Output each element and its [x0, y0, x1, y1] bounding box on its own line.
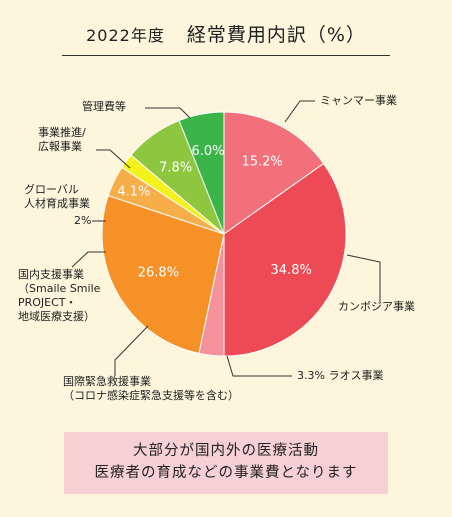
leader-laos [226, 355, 292, 377]
label-domestic-line3: PROJECT・ [18, 296, 77, 309]
title-year: 2022年度 [86, 26, 165, 45]
label-emergency-line2: （コロナ感染症緊急支援等を含む） [63, 389, 239, 402]
label-emergency-line1: 国際緊急救援事業 [63, 375, 151, 388]
leader-domestic [71, 251, 106, 268]
note-line2: 医療者の育成などの事業費となります [94, 465, 358, 481]
leader-admin [145, 107, 191, 119]
label-domestic-line1: 国内支援事業 [18, 268, 84, 281]
leader-myanmar [284, 100, 315, 123]
summary-note: 大部分が国内外の医療活動 医療者の育成などの事業費となります [64, 432, 388, 494]
label-global-pct: 2% [74, 214, 92, 227]
title-main: 経常費用内訳（%） [186, 24, 366, 46]
slice-value-label: 4.1% [117, 185, 150, 200]
label-domestic: 国内支援事業 （Smaile Smile PROJECT・ 地域医療支援） [18, 268, 100, 324]
label-admin: 管理費等 [82, 100, 126, 113]
pie-slice [178, 111, 225, 235]
leader-cambodia [346, 254, 381, 302]
pie-slice [101, 194, 225, 354]
label-domestic-line2: （Smaile Smile [18, 282, 101, 295]
label-myanmar: ミャンマー事業 [320, 94, 397, 107]
pie-slice [223, 162, 347, 357]
chart-title: 2022年度 経常費用内訳（%） [0, 20, 452, 47]
label-emergency: 国際緊急救援事業 （コロナ感染症緊急支援等を含む） [63, 375, 239, 403]
slice-value-label: 26.8% [138, 266, 179, 281]
label-promo-line2: 広報事業 [38, 140, 82, 153]
slice-value-label: 15.2% [241, 154, 282, 169]
slice-value-label: 34.8% [271, 263, 312, 278]
leader-emergency [114, 325, 149, 376]
pie-slices [101, 111, 347, 357]
label-global: グローバル 人材育成事業 [24, 183, 90, 211]
label-domestic-line4: 地域医療支援） [18, 310, 95, 323]
title-underline [62, 55, 390, 56]
label-promo: 事業推進/ 広報事業 [38, 126, 86, 154]
leader-lines [71, 100, 381, 377]
slice-value-label: 7.8% [159, 161, 192, 176]
label-global-line2: 人材育成事業 [24, 197, 90, 210]
note-line1: 大部分が国内外の医療活動 [133, 443, 319, 459]
label-promo-line1: 事業推進/ [38, 126, 86, 139]
label-laos: 3.3% ラオス事業 [297, 369, 384, 382]
slice-value-label: 6.0% [191, 144, 224, 159]
leader-promo [96, 149, 131, 169]
label-cambodia: カンボジア事業 [338, 300, 415, 313]
label-global-line1: グローバル [24, 183, 79, 196]
slice-value-labels: 15.2% 34.8% 26.8% 4.1% 7.8% 6.0% [117, 144, 311, 281]
pie-slice [223, 111, 325, 235]
